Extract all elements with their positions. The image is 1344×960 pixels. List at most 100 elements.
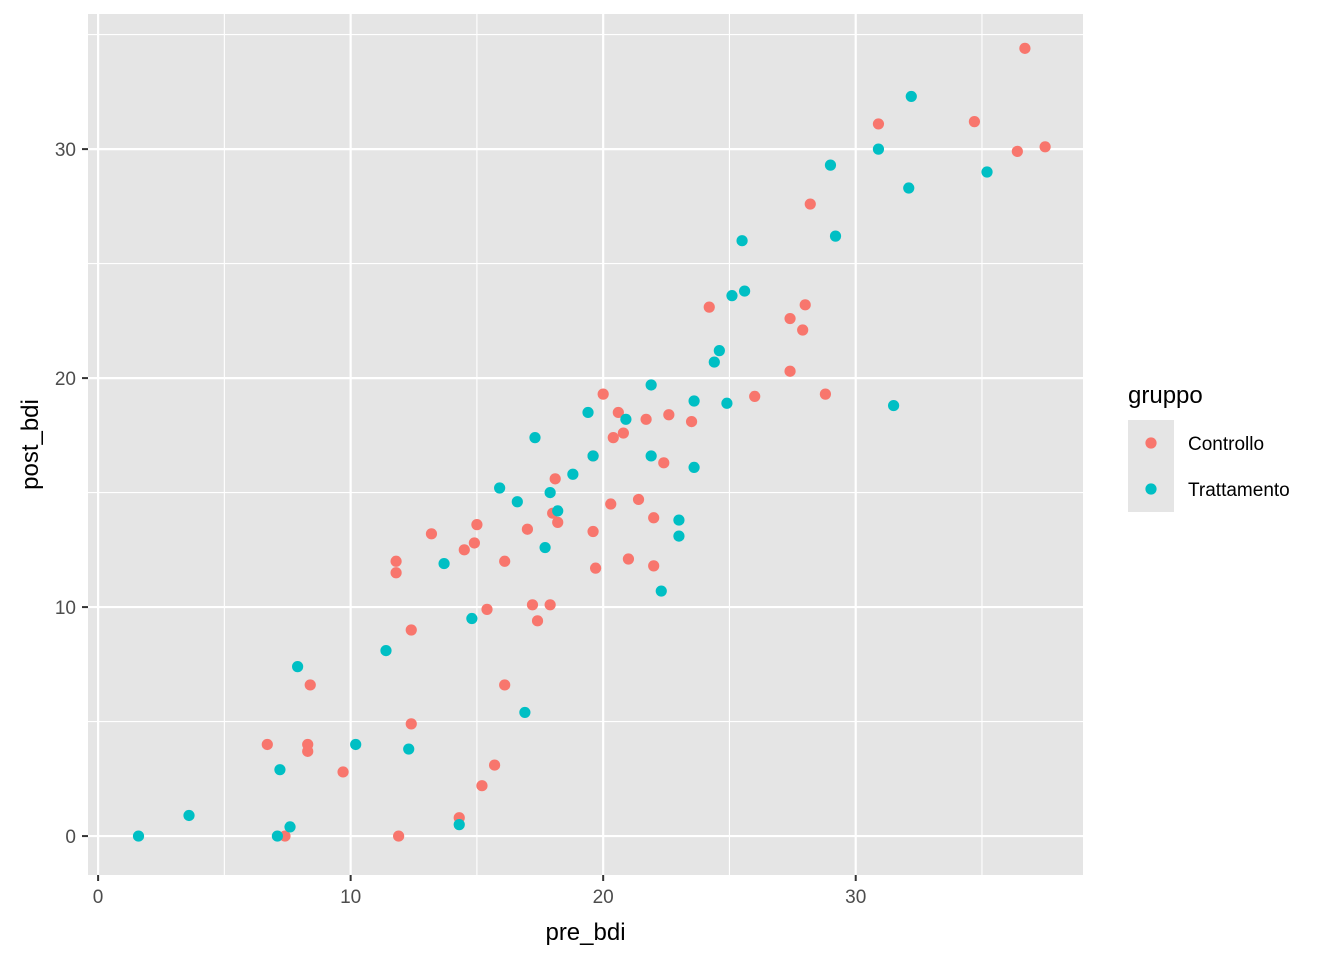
y-tick-label: 0 <box>65 827 76 848</box>
data-point-trattamento <box>183 809 195 822</box>
data-point-trattamento <box>736 235 748 247</box>
data-point-trattamento <box>713 345 725 357</box>
x-axis-title: pre_bdi <box>545 919 625 946</box>
data-point-controllo <box>648 560 660 572</box>
data-point-trattamento <box>292 661 304 673</box>
data-point-controllo <box>612 406 624 419</box>
data-point-controllo <box>425 528 438 540</box>
data-point-trattamento <box>274 764 286 776</box>
data-point-trattamento <box>539 541 551 554</box>
data-point-controllo <box>804 198 816 210</box>
data-point-controllo <box>784 312 796 325</box>
data-point-trattamento <box>688 461 700 473</box>
data-point-controllo <box>784 365 796 377</box>
data-points <box>132 42 1051 842</box>
data-point-controllo <box>390 567 402 579</box>
y-tick-label: 30 <box>55 140 76 161</box>
data-point-controllo <box>476 780 488 792</box>
x-tick-label: 20 <box>593 887 614 908</box>
data-point-trattamento <box>511 496 523 508</box>
data-point-controllo <box>471 519 483 531</box>
data-point-trattamento <box>380 644 392 657</box>
data-point-controllo <box>531 615 544 627</box>
data-point-trattamento <box>688 395 700 407</box>
y-tick-label: 10 <box>55 598 76 619</box>
data-point-trattamento <box>567 468 579 480</box>
data-point-controllo <box>499 679 511 691</box>
data-point-trattamento <box>582 406 594 419</box>
data-point-trattamento <box>721 397 733 409</box>
legend-key-controllo <box>1145 437 1157 449</box>
data-point-trattamento <box>519 706 531 719</box>
data-point-controllo <box>1039 141 1051 153</box>
legend-label-trattamento: Trattamento <box>1188 480 1290 501</box>
y-axis-title: post_bdi <box>17 399 44 490</box>
data-point-trattamento <box>620 413 632 425</box>
data-point-controllo <box>302 745 314 757</box>
data-point-trattamento <box>981 166 993 178</box>
data-point-controllo <box>605 498 617 510</box>
data-point-controllo <box>968 116 981 128</box>
data-point-controllo <box>405 624 417 636</box>
axis-ticks <box>82 148 857 881</box>
data-point-trattamento <box>466 612 478 625</box>
data-point-controllo <box>304 679 316 691</box>
data-point-trattamento <box>494 482 506 494</box>
data-point-controllo <box>632 493 645 506</box>
data-point-controllo <box>703 301 715 313</box>
data-point-controllo <box>617 427 629 439</box>
data-point-trattamento <box>708 356 720 368</box>
data-point-controllo <box>488 759 501 771</box>
data-point-trattamento <box>350 738 362 751</box>
minor-gridlines <box>88 14 1083 875</box>
data-point-controllo <box>590 562 602 574</box>
data-point-trattamento <box>271 830 284 842</box>
data-point-controllo <box>587 525 599 538</box>
legend-key-trattamento <box>1145 483 1157 495</box>
data-point-trattamento <box>872 143 885 155</box>
data-point-trattamento <box>284 821 296 833</box>
data-point-trattamento <box>655 585 667 597</box>
plot-panel <box>88 14 1083 875</box>
data-point-controllo <box>658 457 670 469</box>
data-point-trattamento <box>829 230 842 242</box>
data-point-trattamento <box>438 557 450 570</box>
data-point-trattamento <box>552 505 564 517</box>
data-point-controllo <box>526 599 539 611</box>
data-point-trattamento <box>645 450 657 462</box>
data-point-controllo <box>337 766 349 778</box>
data-point-controllo <box>481 603 493 615</box>
data-point-controllo <box>544 599 556 611</box>
data-point-controllo <box>549 473 561 485</box>
x-tick-label: 30 <box>845 887 866 908</box>
x-tick-labels: 0 10 20 30 <box>93 887 866 908</box>
data-point-trattamento <box>824 159 837 171</box>
data-point-controllo <box>685 416 698 428</box>
major-gridlines <box>88 14 1083 875</box>
legend-items: Controllo Trattamento <box>1128 420 1290 512</box>
data-point-controllo <box>622 553 635 565</box>
x-tick-label: 10 <box>340 887 361 908</box>
data-point-controllo <box>405 718 417 730</box>
data-point-controllo <box>261 738 273 751</box>
data-point-trattamento <box>738 285 751 297</box>
data-point-controllo <box>1011 145 1023 157</box>
legend-label-controllo: Controllo <box>1188 434 1264 455</box>
data-point-controllo <box>663 409 675 421</box>
data-point-controllo <box>521 523 534 535</box>
data-point-trattamento <box>587 450 599 462</box>
data-point-trattamento <box>887 399 900 412</box>
data-point-controllo <box>499 555 511 567</box>
data-point-controllo <box>648 512 660 524</box>
data-point-controllo <box>458 544 470 556</box>
data-point-controllo <box>468 537 480 549</box>
data-point-controllo <box>640 413 652 425</box>
data-point-controllo <box>607 432 619 444</box>
data-point-trattamento <box>403 743 415 755</box>
y-tick-label: 20 <box>55 369 76 390</box>
data-point-trattamento <box>905 90 917 103</box>
data-point-controllo <box>797 324 809 336</box>
data-point-controllo <box>393 830 405 842</box>
